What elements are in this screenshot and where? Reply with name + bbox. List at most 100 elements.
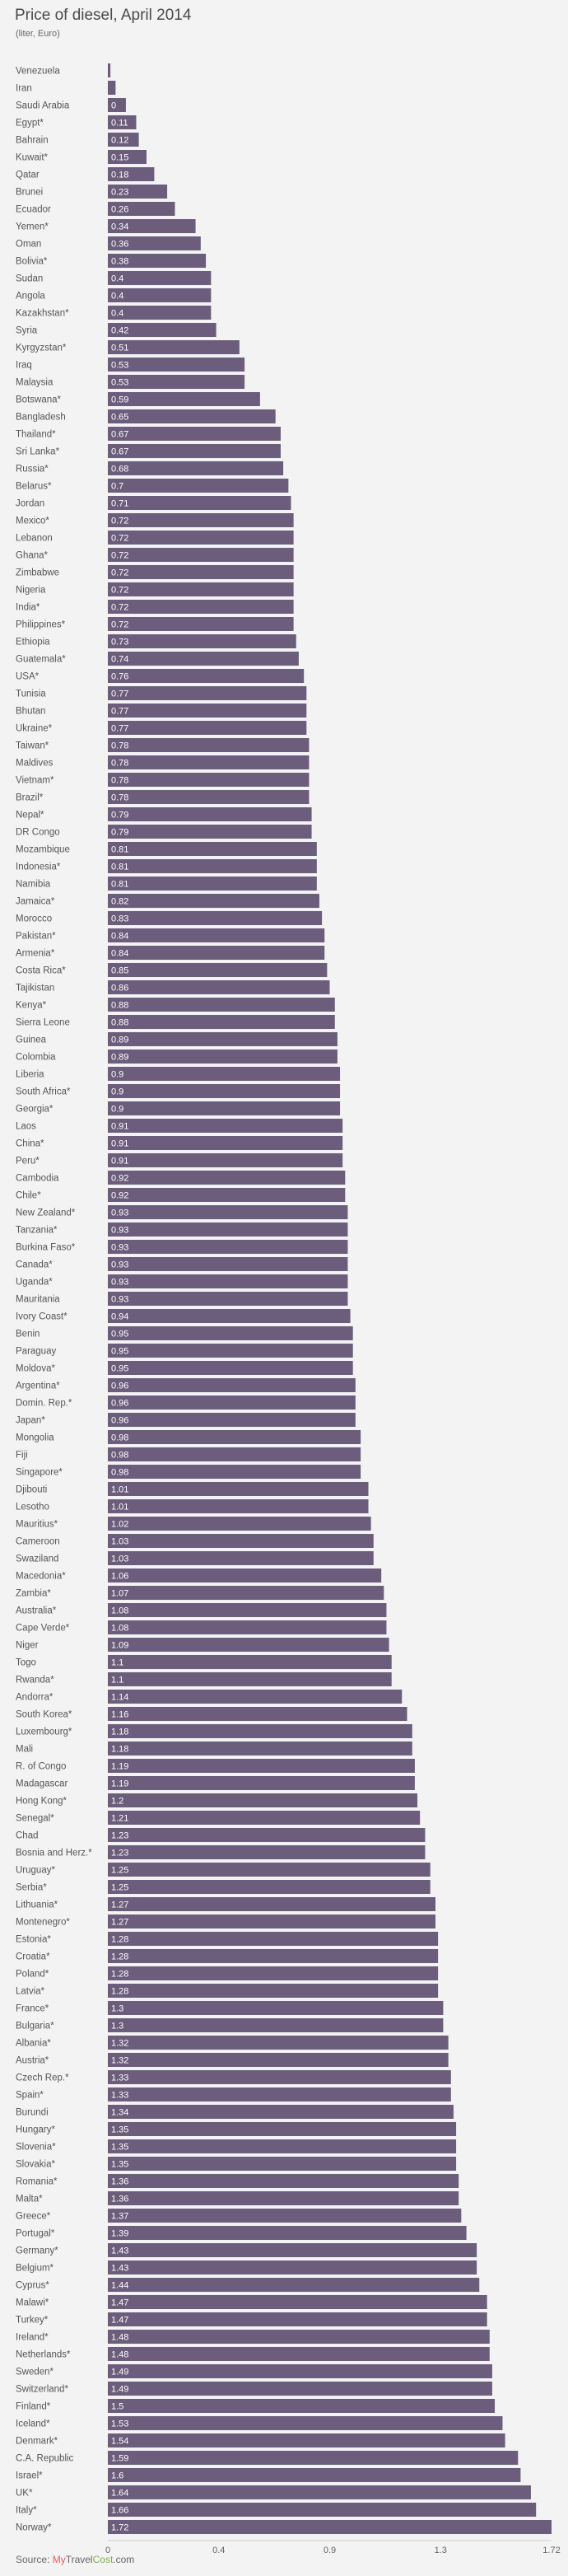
bar xyxy=(108,1707,407,1721)
bar-value-label: 0.51 xyxy=(111,344,128,353)
category-label: Qatar xyxy=(16,171,40,180)
bar-value-label: 1.16 xyxy=(111,1710,128,1720)
bar-value-label: 0.84 xyxy=(111,932,128,942)
bar xyxy=(108,2416,503,2430)
bar-value-label: 0.81 xyxy=(111,845,128,855)
bar xyxy=(108,1897,435,1911)
category-label: Egypt* xyxy=(16,119,44,129)
category-label: Djibouti xyxy=(16,1485,47,1495)
bar-value-label: 1.32 xyxy=(111,2039,128,2049)
bar xyxy=(108,998,335,1012)
chart-title: Price of diesel, April 2014 xyxy=(15,7,192,24)
source-brand[interactable]: MyTravelCost.com xyxy=(53,2554,135,2565)
bar-value-label: 0.4 xyxy=(111,274,123,284)
category-label: Germany* xyxy=(16,2246,58,2256)
bar xyxy=(108,236,201,250)
category-label: Bolivia* xyxy=(16,257,48,267)
category-label: Peru* xyxy=(16,1157,40,1166)
bar xyxy=(108,2451,519,2465)
category-label: New Zealand* xyxy=(16,1209,76,1218)
category-label: Maldives xyxy=(16,759,54,769)
x-tick-label: 0.9 xyxy=(324,2546,336,2555)
bar xyxy=(108,98,126,112)
bar-value-label: 0.96 xyxy=(111,1382,128,1391)
bar-value-label: 0.95 xyxy=(111,1364,128,1374)
bar xyxy=(108,2347,490,2361)
category-label: Tunisia xyxy=(16,690,46,699)
bar-value-label: 0.18 xyxy=(111,171,128,180)
bar xyxy=(108,254,207,268)
category-label: Croatia* xyxy=(16,1952,50,1962)
bar-value-label: 1.32 xyxy=(111,2056,128,2066)
bar-value-label: 1.27 xyxy=(111,1918,128,1928)
bar xyxy=(108,755,310,769)
category-label: Romania* xyxy=(16,2177,58,2187)
bar-value-label: 0.96 xyxy=(111,1399,128,1409)
bar xyxy=(108,513,294,527)
bar-value-label: 0.76 xyxy=(111,672,128,682)
category-label: Latvia* xyxy=(16,1987,45,1997)
x-tick-label: 0.4 xyxy=(212,2546,225,2555)
category-label: Benin xyxy=(16,1330,40,1339)
bar xyxy=(108,1240,348,1254)
bar xyxy=(108,1482,369,1496)
category-label: Venezuela xyxy=(16,67,60,77)
bar-value-label: 1.39 xyxy=(111,2229,128,2239)
category-label: Malta* xyxy=(16,2195,43,2204)
bar-value-label: 1.35 xyxy=(111,2160,128,2170)
bar xyxy=(108,548,294,562)
bar-value-label: 1.47 xyxy=(111,2298,128,2308)
source-brand-part4: .com xyxy=(113,2554,135,2565)
bar-value-label: 0.78 xyxy=(111,793,128,803)
bar xyxy=(108,1153,343,1167)
category-label: Pakistan* xyxy=(16,932,56,942)
category-label: Yemen* xyxy=(16,222,49,232)
category-label: Canada* xyxy=(16,1260,53,1270)
category-label: Switzerland* xyxy=(16,2385,68,2395)
category-label: Paraguay xyxy=(16,1347,56,1357)
bar-value-label: 1.72 xyxy=(111,2523,128,2533)
category-label: Nigeria xyxy=(16,586,46,596)
bar-value-label: 1.25 xyxy=(111,1866,128,1876)
category-label: Laos xyxy=(16,1122,36,1132)
category-label: Serbia* xyxy=(16,1883,47,1893)
bar xyxy=(108,271,212,285)
category-label: Senegal* xyxy=(16,1814,54,1824)
bar xyxy=(108,323,216,337)
bar xyxy=(108,2330,490,2344)
bar-value-label: 1.28 xyxy=(111,1987,128,1997)
category-label: Mozambique xyxy=(16,845,70,855)
category-label: Rwanda* xyxy=(16,1676,54,1685)
bar-value-label: 1.47 xyxy=(111,2316,128,2326)
category-label: Mali xyxy=(16,1745,33,1755)
source-brand-part1: My xyxy=(52,2554,66,2565)
category-label: Iceland* xyxy=(16,2419,50,2429)
bar xyxy=(108,1690,403,1704)
bar-value-label: 0.78 xyxy=(111,776,128,786)
category-label: Belarus* xyxy=(16,482,52,492)
bar xyxy=(108,2364,492,2378)
category-label: UK* xyxy=(16,2489,33,2499)
bar-value-label: 1.37 xyxy=(111,2212,128,2222)
category-label: Brunei xyxy=(16,188,43,198)
category-label: Spain* xyxy=(16,2091,44,2101)
category-label: Czech Rep.* xyxy=(16,2073,69,2083)
bar xyxy=(108,2105,454,2119)
bar-value-label: 1.3 xyxy=(111,2004,123,2014)
category-label: Turkey* xyxy=(16,2316,49,2326)
bar-value-label: 1.6 xyxy=(111,2471,123,2481)
bar xyxy=(108,202,175,216)
category-label: Brazil* xyxy=(16,793,44,803)
bar-value-label: 1.23 xyxy=(111,1849,128,1858)
bar-value-label: 1.28 xyxy=(111,1952,128,1962)
bar-value-label: 0.12 xyxy=(111,136,128,146)
source-label: Source: xyxy=(16,2554,50,2565)
bar xyxy=(108,2295,487,2309)
bar xyxy=(108,1517,371,1531)
source-line: Source: MyTravelCost.com xyxy=(16,2554,134,2565)
bar xyxy=(108,1638,389,1652)
category-label: Guinea xyxy=(16,1036,47,1045)
bar-value-label: 0.91 xyxy=(111,1139,128,1149)
category-label: Singapore* xyxy=(16,1468,63,1478)
bar xyxy=(108,911,323,925)
